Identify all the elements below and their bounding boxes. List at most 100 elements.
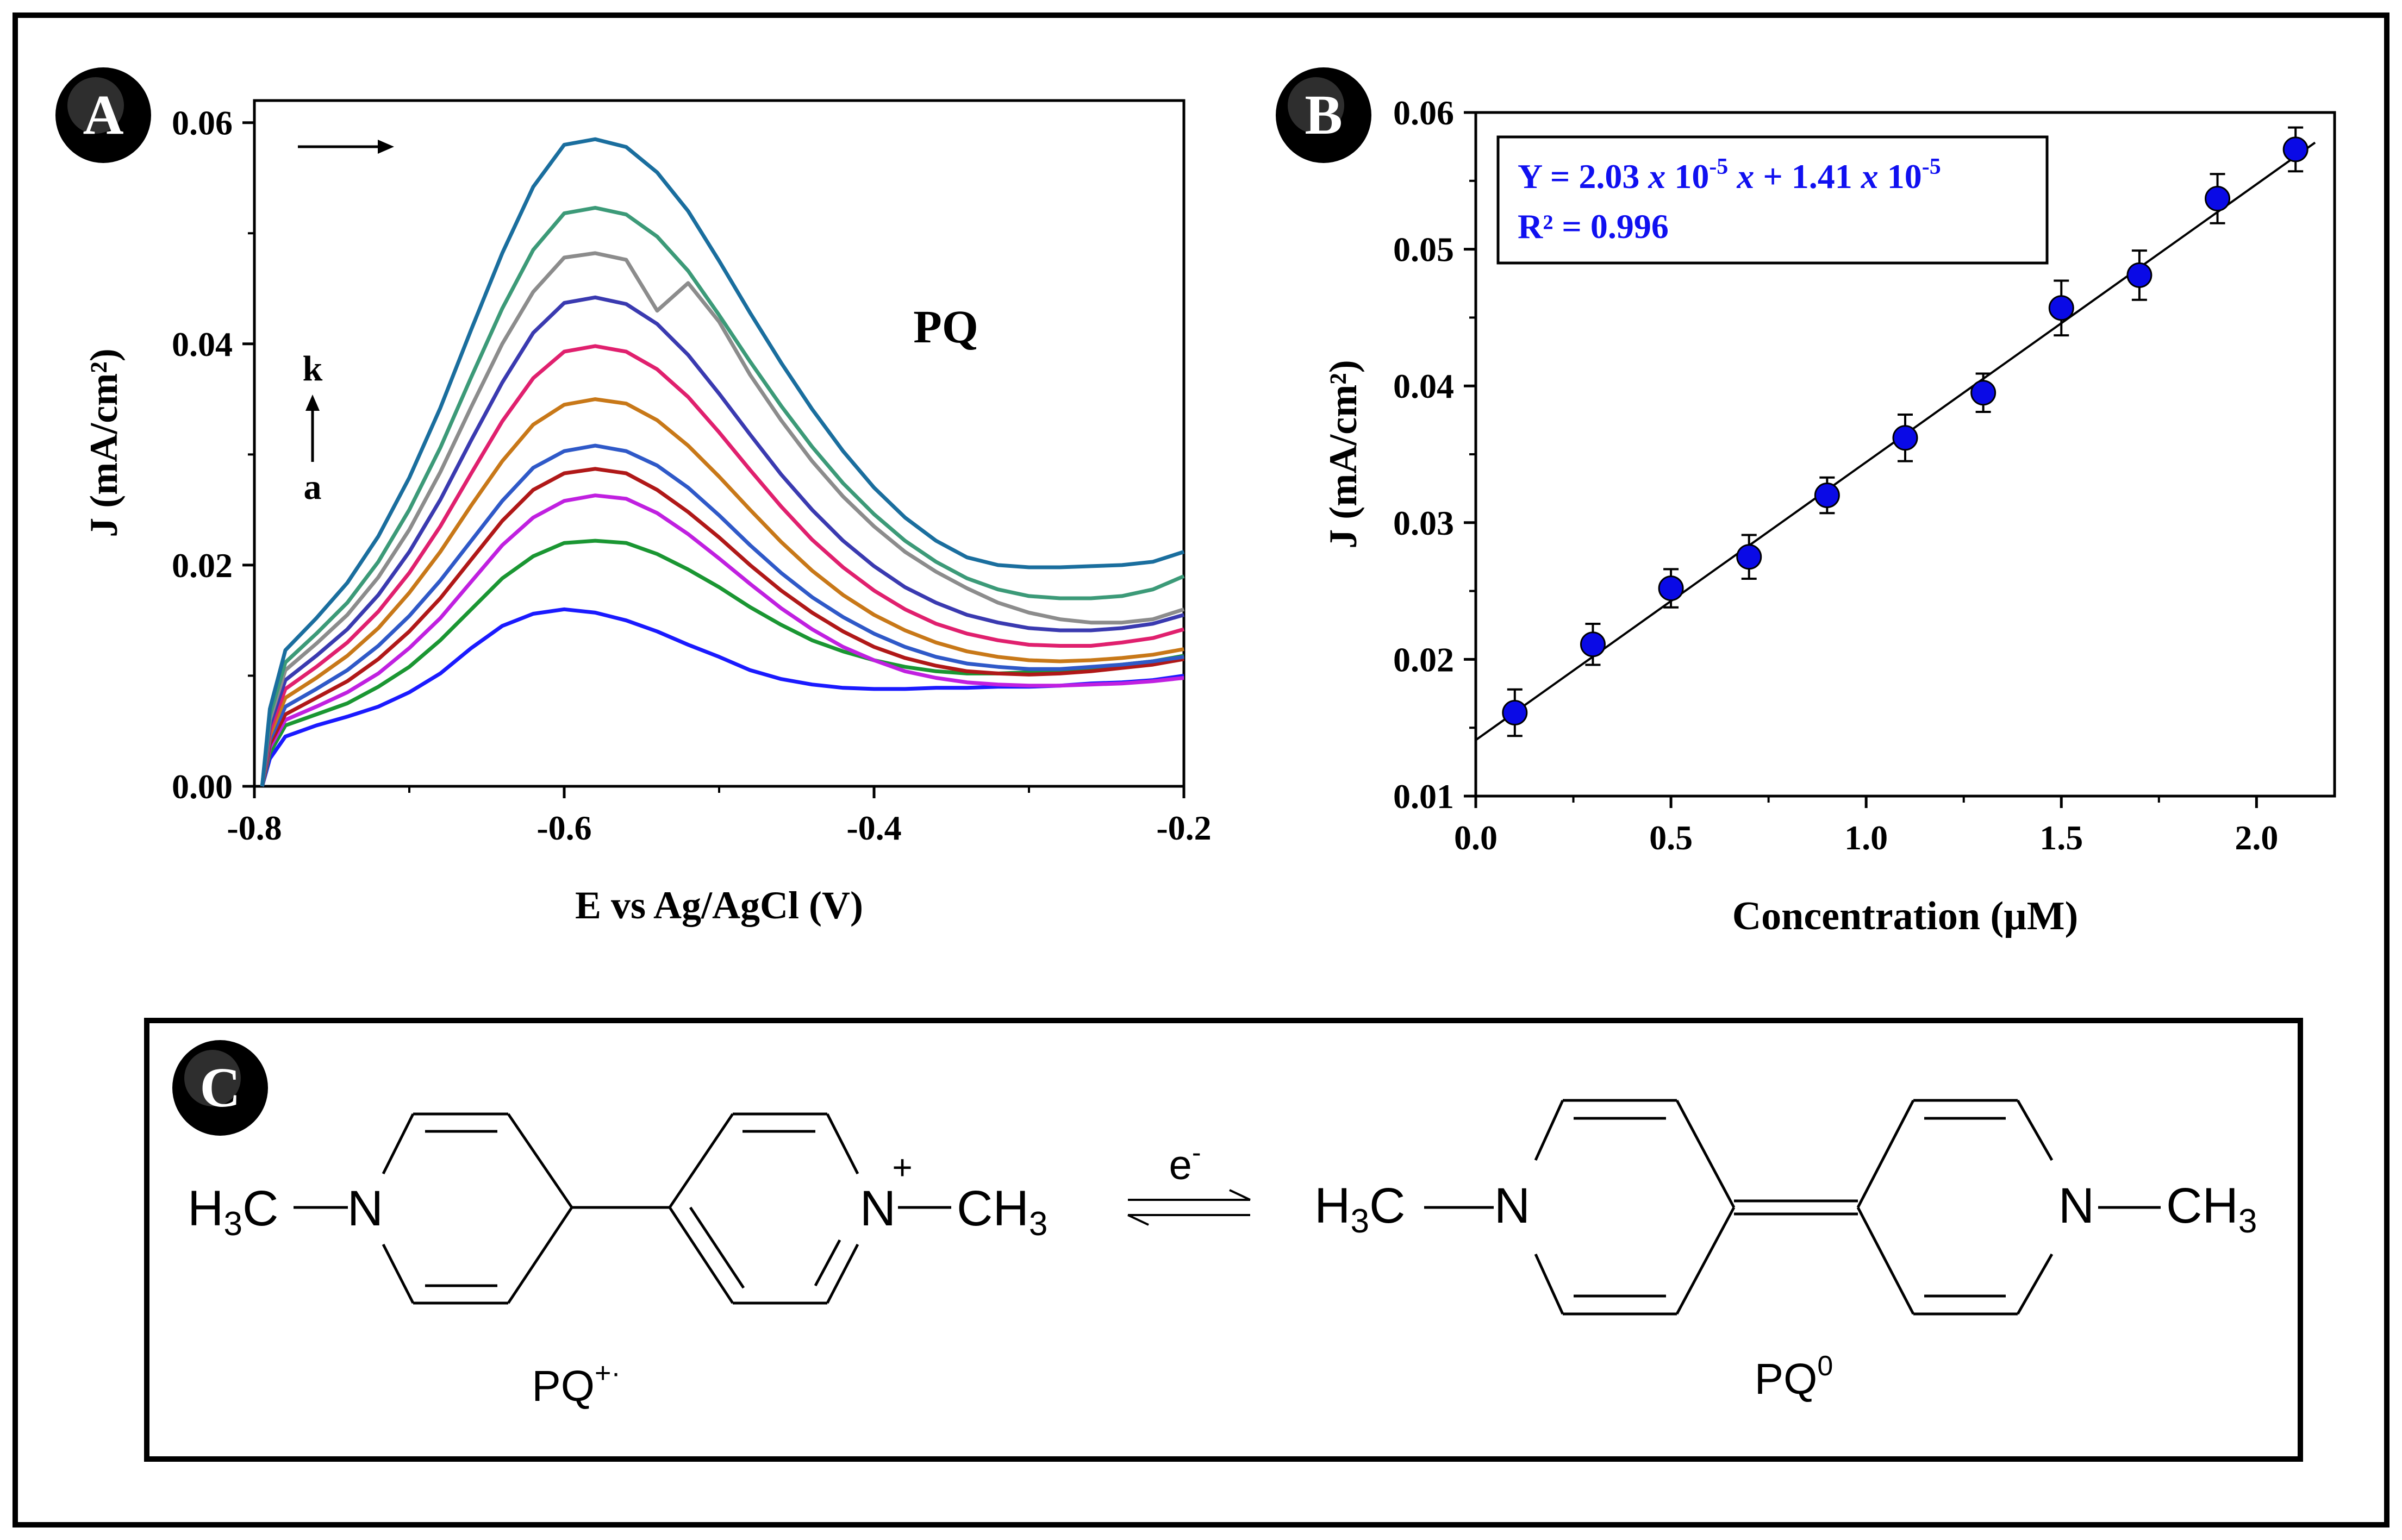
data-point — [1736, 544, 1762, 570]
x-tick-label: 0.5 — [1649, 818, 1693, 857]
y-tick-label: 0.04 — [1393, 367, 1454, 405]
ring3-bond — [1675, 1099, 1736, 1209]
panel-b-x-label: Concentration (µM) — [1732, 894, 2079, 938]
data-point — [1658, 575, 1684, 602]
y-tick-label: 0.04 — [172, 325, 233, 364]
pq-radical-cation-structure — [294, 1112, 951, 1305]
panel-a-curves — [260, 137, 1185, 787]
panel-a-label-k: k — [303, 349, 323, 389]
ring1-bond — [382, 1243, 415, 1304]
panel-a-up-arrow — [305, 395, 320, 462]
panel-b: B 0.0 0.5 1.0 1.5 2.0 0.010.020.030.040.050.… — [1276, 67, 2336, 938]
panel-a-pq-annotation: PQ — [913, 301, 978, 353]
ring2-bond — [826, 1243, 859, 1304]
ring3-bond — [1675, 1206, 1736, 1315]
voltammogram-curve-e — [260, 443, 1184, 787]
left-plus-charge: + — [892, 1148, 912, 1187]
voltammogram-curve-h — [260, 295, 1184, 787]
panel-a-y-label: J (mA/cm²) — [82, 348, 126, 537]
panel-b-points — [1502, 126, 2309, 737]
data-point — [1502, 700, 1528, 726]
panel-a: A -0.8 -0.6 -0.4 -0.2 0.00 0.02 0.04 0.06 E vs… — [55, 67, 1212, 927]
panel-c-badge-highlight — [184, 1050, 241, 1106]
data-point — [2048, 295, 2074, 321]
ring1-bond — [382, 1113, 415, 1175]
y-tick-label: 0.03 — [1393, 504, 1454, 542]
left-n-atom: N — [347, 1181, 383, 1236]
pq-radical-label: PQ+· — [532, 1357, 620, 1410]
panel-c-frame — [144, 1018, 2303, 1462]
right-n-atom-1: N — [1494, 1178, 1530, 1234]
panel-b-y-label: J (mA/cm²) — [1321, 360, 1365, 548]
x-tick-label: -0.4 — [846, 809, 901, 847]
x-tick-label: 1.0 — [1844, 818, 1888, 857]
left-ch3: CH3 — [957, 1181, 1047, 1243]
pq-neutral-label: PQ0 — [1755, 1350, 1833, 1403]
x-tick-label: 2.0 — [2235, 818, 2278, 857]
panel-b-badge — [1276, 67, 1371, 163]
ring2-double-bond — [814, 1239, 841, 1287]
data-point — [2126, 262, 2153, 288]
ring2-double-bond — [689, 1206, 745, 1289]
ring1-bond — [507, 1113, 573, 1209]
pq-neutral-structure — [1424, 1099, 2161, 1316]
panel-b-badge-highlight — [1288, 77, 1344, 134]
electron-label: e- — [1169, 1137, 1201, 1188]
x-tick-label: -0.2 — [1156, 809, 1211, 847]
ring3-bond — [1534, 1253, 1564, 1315]
x-tick-label: -0.6 — [536, 809, 591, 847]
ring3-bond — [1534, 1099, 1564, 1161]
voltammogram-curve-k — [260, 137, 1185, 787]
panel-c-badge — [172, 1040, 268, 1136]
y-tick-label: 0.02 — [172, 546, 233, 585]
left-n-plus-atom: N — [860, 1181, 896, 1236]
panel-b-y-ticks: 0.01 0.02 0.03 0.04 0.05 0.06 — [1393, 93, 1476, 816]
ring1-bond — [507, 1206, 573, 1304]
y-tick-label: 0.05 — [1393, 230, 1454, 269]
y-tick-label: 0.01 — [1393, 777, 1454, 816]
right-n-atom-2: N — [2058, 1178, 2094, 1234]
data-point — [2282, 136, 2309, 162]
panel-a-letter: A — [83, 84, 123, 146]
panel-c-letter: C — [199, 1056, 240, 1119]
ring4-bond — [1856, 1206, 1915, 1315]
voltammogram-curve-f — [260, 397, 1184, 787]
voltammogram-curve-a — [260, 607, 1184, 787]
voltammogram-curve-b — [260, 539, 1184, 787]
left-h3c: H3C — [188, 1181, 278, 1243]
data-point — [1892, 425, 1918, 451]
ring4-bond — [2016, 1099, 2054, 1161]
panel-b-letter: B — [1305, 84, 1342, 146]
panel-a-badge — [55, 67, 151, 163]
y-tick-label: 0.02 — [1393, 640, 1454, 679]
ring2-bond — [668, 1113, 734, 1209]
voltammogram-curve-c — [260, 493, 1184, 787]
data-point — [1814, 482, 1840, 508]
voltammogram-curve-g — [260, 344, 1184, 787]
data-point — [1970, 380, 1997, 406]
panel-b-r-squared: R² = 0.996 — [1518, 207, 1669, 246]
voltammogram-curve-j — [260, 205, 1185, 787]
panel-a-sweep-arrow — [298, 140, 394, 154]
ring2-bond — [826, 1113, 859, 1175]
ring2-bond — [668, 1206, 734, 1304]
y-tick-label: 0.06 — [172, 104, 233, 142]
x-tick-label: -0.8 — [227, 809, 282, 847]
ring4-bond — [2016, 1253, 2054, 1315]
right-h3c: H3C — [1314, 1178, 1405, 1240]
panel-a-x-ticks: -0.8 -0.6 -0.4 -0.2 — [227, 786, 1212, 847]
voltammogram-curve-d — [260, 467, 1184, 787]
right-ch3: CH3 — [2166, 1178, 2257, 1240]
data-point — [2205, 186, 2231, 212]
panel-a-axes-frame — [253, 99, 1186, 788]
panel-a-label-a: a — [304, 467, 322, 507]
outer-frame — [13, 12, 2389, 1528]
equilibrium-arrows — [1127, 1189, 1251, 1226]
voltammogram-curve-i — [260, 251, 1185, 787]
panel-b-equation-box — [1496, 135, 2049, 265]
panel-a-badge-highlight — [67, 77, 124, 134]
panel-a-y-ticks: 0.00 0.02 0.04 0.06 — [172, 104, 254, 806]
panel-b-equation: Y = 2.03 x 10-5 x + 1.41 x 10-5 — [1518, 154, 1941, 196]
ring4-bond — [1856, 1099, 1915, 1209]
